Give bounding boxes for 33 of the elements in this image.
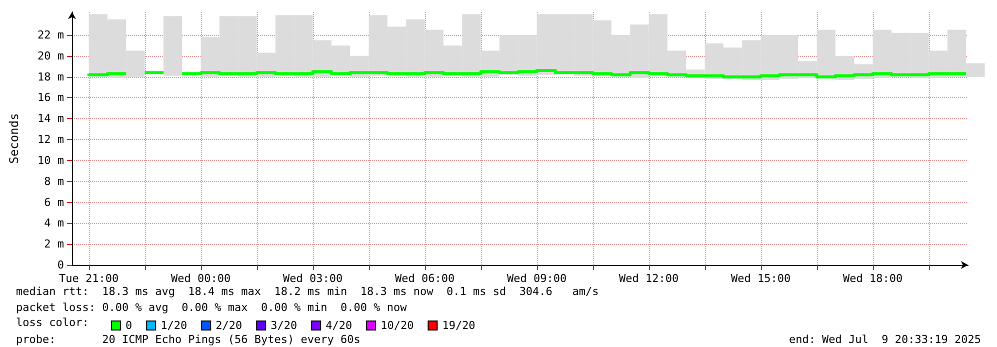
x-tick-label: Wed 18:00 bbox=[842, 272, 903, 285]
text: probe: 20 ICMP Echo Pings (56 Bytes) every 60s bbox=[16, 333, 360, 346]
x-tick-label: Wed 12:00 bbox=[618, 272, 679, 285]
x-tick-label: Wed 03:00 bbox=[282, 272, 343, 285]
legend-label: 1/20 bbox=[160, 319, 188, 332]
legend-label: 19/20 bbox=[442, 319, 476, 332]
y-tick-label: 12 m bbox=[38, 133, 64, 146]
x-tick-label: Wed 00:00 bbox=[170, 272, 231, 285]
legend-label: 2/20 bbox=[216, 319, 242, 332]
y-tick-label: 18 m bbox=[38, 70, 64, 84]
y-tick-label: 14 m bbox=[38, 112, 64, 126]
legend-label: 10/20 bbox=[380, 319, 414, 332]
x-tick-label: Tue 21:00 bbox=[58, 272, 119, 285]
x-tick-label: Wed 09:00 bbox=[506, 272, 567, 285]
y-tick-label: 16 m bbox=[38, 91, 64, 104]
legend-title: loss color: bbox=[16, 316, 89, 329]
y-tick-label: 22 m bbox=[38, 28, 64, 42]
y-tick-label: 4 m bbox=[44, 216, 64, 230]
y-tick-label: 10 m bbox=[38, 154, 64, 167]
legend-label: 0 bbox=[126, 319, 132, 332]
y-tick-label: 6 m bbox=[44, 196, 64, 209]
y-tick-label: 8 m bbox=[44, 174, 64, 188]
x-tick-label: Wed 06:00 bbox=[394, 272, 455, 285]
y-tick-label: 0 bbox=[57, 258, 64, 272]
x-tick-label: Wed 15:00 bbox=[730, 272, 791, 285]
y-tick-label: 20 m bbox=[38, 49, 64, 62]
text: packet loss: 0.00 % avg 0.00 % max 0.00 % min 0.00 % now bbox=[16, 301, 408, 314]
legend-label: 3/20 bbox=[270, 319, 298, 332]
legend-label: 4/20 bbox=[326, 319, 352, 332]
text: median rtt: 18.3 ms avg 18.4 ms max 18.2 ms min 18.3 ms now 0.1 ms sd 304.6 am/s bbox=[16, 285, 599, 298]
y-tick-label: 2 m bbox=[44, 238, 64, 251]
text: end: Wed Jul 9 20:33:19 2025 bbox=[788, 333, 982, 346]
y-axis-title: Seconds bbox=[7, 113, 21, 164]
